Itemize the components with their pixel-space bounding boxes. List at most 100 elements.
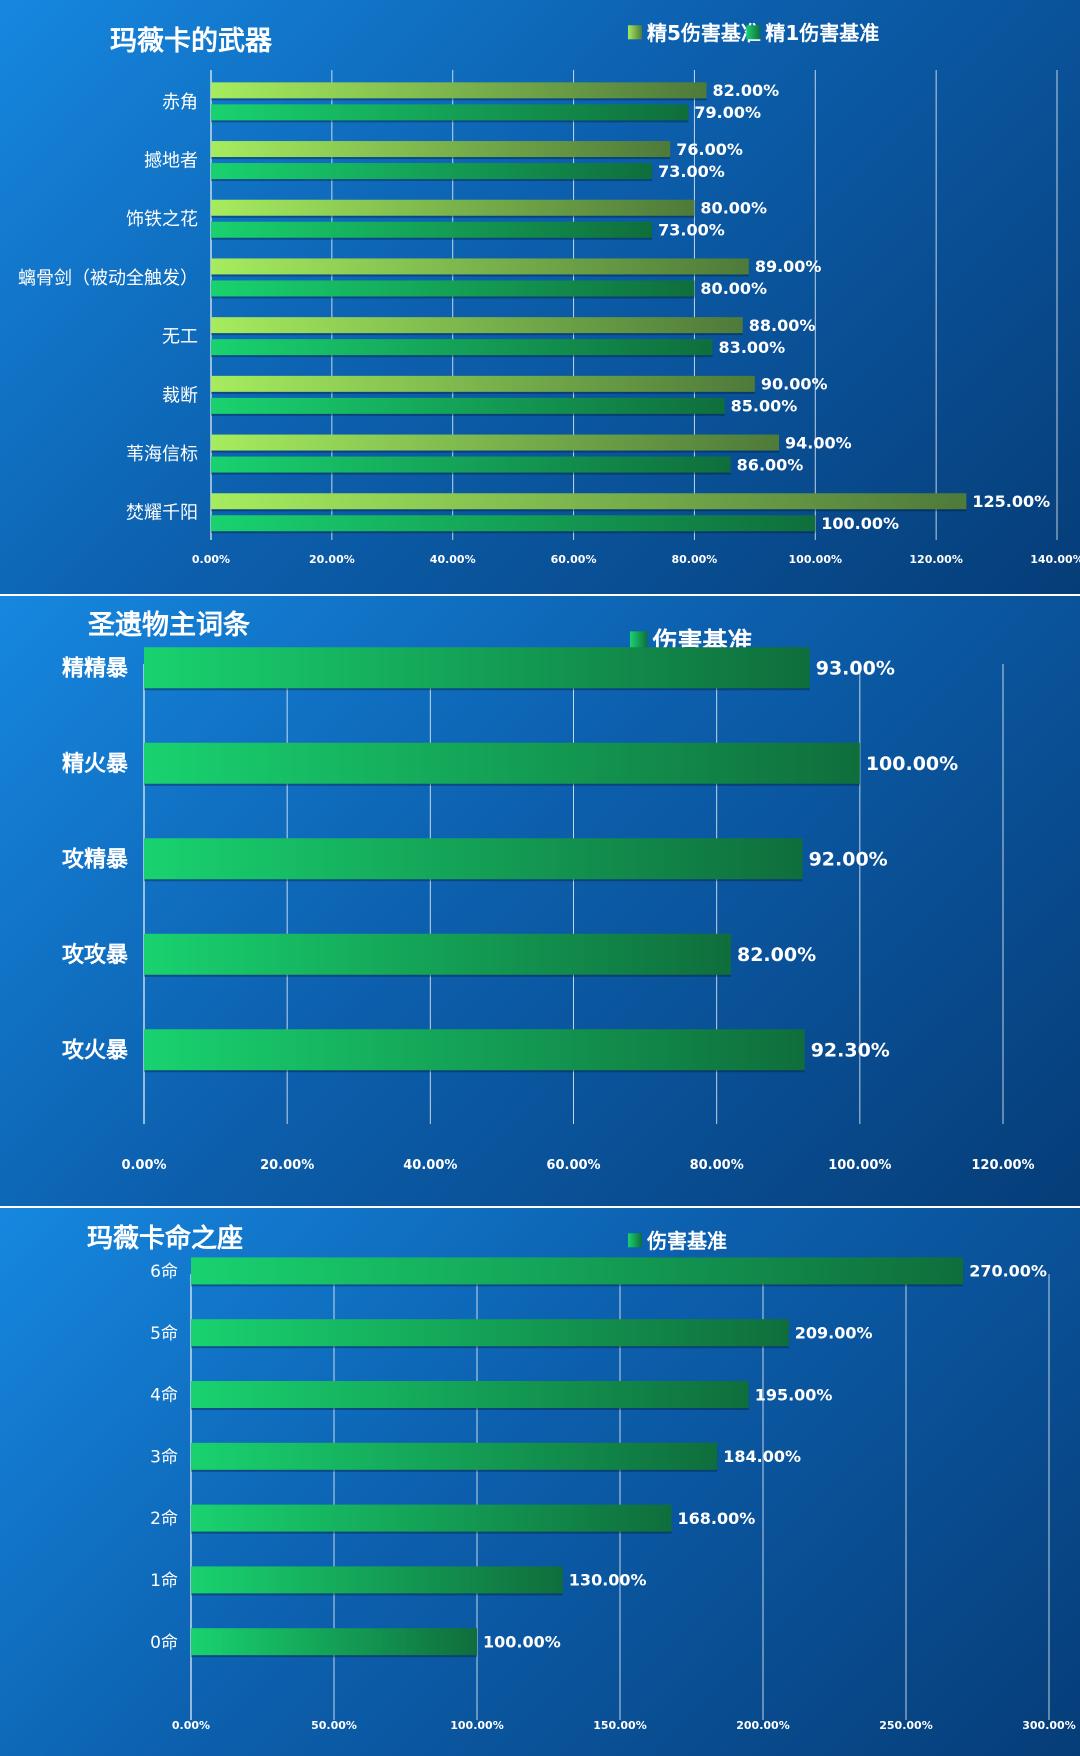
data-label: 86.00%	[737, 455, 804, 474]
category-label: 苇海信标	[126, 444, 198, 465]
bar	[191, 1504, 672, 1532]
x-tick-label: 0.00%	[121, 1158, 166, 1173]
data-label: 82.00%	[737, 944, 816, 966]
category-label: 6命	[150, 1262, 178, 1282]
bar	[211, 515, 816, 532]
x-tick-label: 300.00%	[1022, 1719, 1075, 1732]
category-label: 精精暴	[62, 656, 129, 682]
bar	[211, 199, 695, 216]
bar	[191, 1319, 789, 1347]
bar	[191, 1442, 718, 1470]
bar	[211, 375, 755, 392]
bar	[144, 742, 860, 784]
data-label: 168.00%	[677, 1509, 755, 1528]
data-label: 79.00%	[694, 103, 761, 122]
data-label: 184.00%	[723, 1447, 801, 1466]
artifact-chart-panel: 0.00% 20.00% 40.00% 60.00% 80.00% 100.00% 120.…	[0, 596, 1080, 1206]
x-tick-label: 40.00%	[403, 1158, 457, 1173]
category-label: 饰铁之花	[126, 209, 198, 230]
x-tick-label: 0.00%	[192, 553, 230, 566]
data-label: 88.00%	[749, 316, 816, 335]
data-label: 100.00%	[866, 753, 958, 775]
bar	[211, 104, 689, 121]
x-tick-label: 60.00%	[551, 553, 597, 566]
bar	[191, 1257, 964, 1285]
category-label: 0命	[150, 1633, 178, 1653]
bar	[211, 82, 707, 99]
data-label: 270.00%	[969, 1262, 1047, 1281]
legend-label: 精1伤害基准	[765, 21, 879, 45]
x-tick-label: 140.00%	[1030, 553, 1080, 566]
x-tick-label: 100.00%	[450, 1719, 503, 1732]
category-label: 攻精暴	[62, 847, 129, 873]
bar	[144, 933, 731, 975]
category-label: 4命	[150, 1386, 178, 1406]
bar	[211, 163, 653, 180]
x-tick-label: 80.00%	[672, 553, 718, 566]
bar	[211, 221, 653, 238]
category-label: 螭骨剑（被动全触发）	[18, 268, 198, 289]
bar	[211, 434, 780, 451]
legend-label: 精5伤害基准	[647, 21, 761, 45]
chart-title: 圣遗物主词条	[88, 610, 251, 641]
data-label: 93.00%	[816, 658, 895, 680]
data-label: 209.00%	[795, 1323, 873, 1342]
data-label: 92.00%	[809, 849, 888, 871]
data-label: 100.00%	[821, 514, 899, 533]
category-label: 1命	[150, 1571, 178, 1591]
bar	[211, 456, 731, 473]
bar	[191, 1566, 563, 1594]
data-label: 83.00%	[719, 338, 786, 357]
data-label: 90.00%	[761, 375, 828, 394]
x-tick-label: 50.00%	[311, 1719, 357, 1732]
category-label: 5命	[150, 1324, 178, 1344]
data-label: 100.00%	[483, 1632, 561, 1651]
bar	[211, 258, 749, 275]
legend-swatch	[628, 1233, 642, 1248]
data-label: 73.00%	[658, 221, 725, 240]
x-tick-label: 40.00%	[430, 553, 476, 566]
x-tick-label: 150.00%	[593, 1719, 646, 1732]
bar	[211, 317, 743, 334]
x-tick-label: 200.00%	[736, 1719, 789, 1732]
x-tick-label: 100.00%	[789, 553, 842, 566]
bar	[211, 141, 671, 158]
bar	[144, 647, 810, 689]
data-label: 85.00%	[731, 397, 798, 416]
x-tick-label: 120.00%	[909, 553, 962, 566]
category-label: 3命	[150, 1447, 178, 1467]
x-tick-label: 120.00%	[971, 1158, 1034, 1173]
constellation-chart-panel: 0.00% 50.00% 100.00% 150.00% 200.00% 250.00% 3…	[0, 1208, 1080, 1756]
data-label: 195.00%	[755, 1385, 833, 1404]
bar	[144, 1029, 805, 1071]
bar	[211, 339, 713, 356]
data-label: 125.00%	[972, 492, 1050, 511]
bar	[191, 1381, 749, 1408]
category-label: 无工	[162, 327, 198, 348]
category-label: 裁断	[162, 385, 198, 406]
bar	[211, 280, 695, 297]
x-tick-label: 20.00%	[260, 1158, 314, 1173]
data-label: 76.00%	[676, 140, 743, 159]
x-tick-label: 80.00%	[690, 1158, 744, 1173]
x-tick-label: 0.00%	[172, 1719, 210, 1732]
weapons-chart: 0.00% 20.00% 40.00% 60.00% 80.00% 100.00% 120.…	[18, 21, 1080, 566]
category-label: 焚耀千阳	[126, 503, 198, 524]
category-label: 精火暴	[62, 751, 129, 777]
data-label: 89.00%	[755, 257, 822, 276]
legend-label: 伤害基准	[646, 1229, 727, 1253]
category-label: 攻攻暴	[62, 942, 129, 968]
bar	[211, 397, 725, 414]
data-label: 92.30%	[811, 1040, 890, 1062]
bar	[191, 1628, 477, 1656]
category-label: 攻火暴	[62, 1038, 129, 1064]
category-label: 赤角	[162, 92, 198, 113]
legend-swatch	[628, 25, 642, 40]
x-tick-label: 250.00%	[879, 1719, 932, 1732]
chart-title: 玛薇卡命之座	[87, 1223, 243, 1254]
x-tick-label: 100.00%	[828, 1158, 891, 1173]
x-tick-label: 20.00%	[309, 553, 355, 566]
category-label: 撼地者	[144, 151, 198, 172]
chart-title: 玛薇卡的武器	[110, 25, 273, 57]
data-label: 80.00%	[700, 279, 767, 298]
